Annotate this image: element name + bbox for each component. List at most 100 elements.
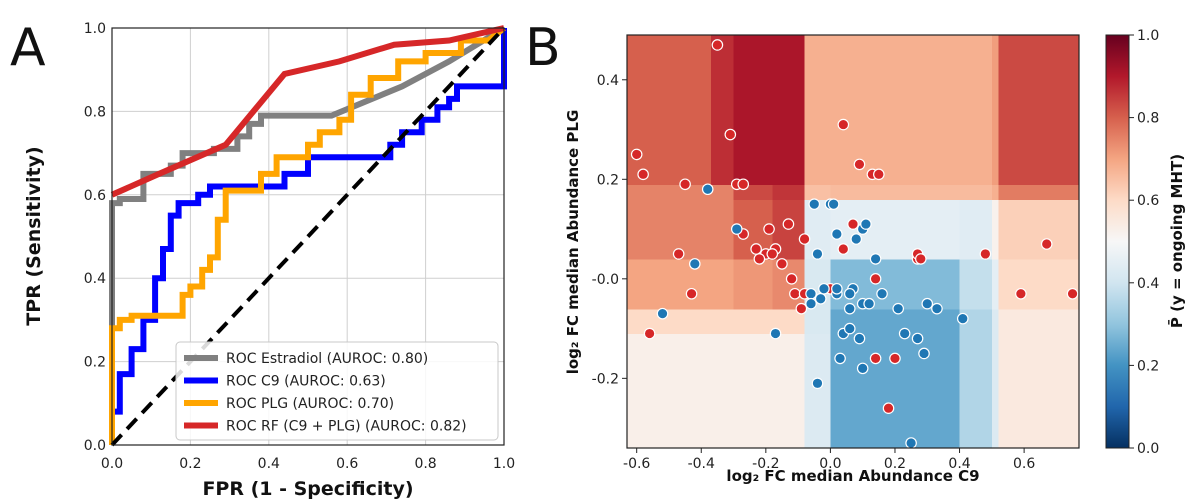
- heatmap-cell: [998, 35, 1080, 185]
- legend-entry-1: ROC C9 (AUROC: 0.63): [226, 374, 386, 390]
- panel-a-y-axis-label: TPR (Sensitivity): [23, 146, 45, 325]
- ongoing-point: [1015, 287, 1027, 300]
- heatmap-cell: [959, 258, 993, 310]
- roc-curve-1: [112, 28, 507, 415]
- ongoing-point: [979, 248, 992, 260]
- panel-a-roc-curves: [109, 25, 507, 447]
- ongoing-point: [785, 273, 798, 285]
- heatmap-cell: [998, 199, 1080, 260]
- other-point: [808, 198, 821, 210]
- other-point: [853, 332, 866, 345]
- heatmap-cell: [998, 333, 1080, 449]
- heatmap-cell: [772, 184, 806, 200]
- heatmap-cell: [998, 184, 1080, 200]
- legend-entry-0: ROC Estradiol (AUROC: 0.80): [226, 351, 428, 367]
- heatmap-cell: [991, 258, 999, 310]
- y-tick-label: 0.8: [84, 104, 106, 120]
- other-point: [850, 233, 863, 245]
- heatmap-cell: [959, 333, 993, 449]
- heatmap-cell: [772, 333, 806, 449]
- y-tick-label: 0.4: [597, 73, 619, 89]
- other-point: [834, 352, 846, 365]
- legend-entry-2: ROC PLG (AUROC: 0.70): [226, 396, 394, 412]
- panel-a-label: A: [10, 18, 46, 78]
- other-point: [911, 332, 924, 345]
- heatmap-cell: [733, 333, 773, 449]
- heatmap-cell: [710, 184, 735, 200]
- other-point: [843, 322, 856, 335]
- panel-b-frame: [626, 34, 1080, 449]
- ongoing-point: [750, 243, 762, 255]
- colorbar-tick-label: 0.2: [1137, 358, 1159, 374]
- heatmap-cell: [991, 333, 999, 449]
- ongoing-point: [630, 148, 643, 161]
- colorbar-tick-label: 0.0: [1137, 441, 1159, 457]
- legend-entry-3: ROC RF (C9 + PLG) (AUROC: 0.82): [226, 419, 467, 435]
- other-point: [843, 287, 856, 300]
- other-point: [892, 302, 904, 315]
- other-point: [931, 302, 943, 315]
- heatmap-cell: [830, 333, 961, 449]
- heatmap-cell: [733, 35, 773, 185]
- other-point: [956, 312, 969, 325]
- ongoing-point: [685, 287, 698, 300]
- heatmap-cell: [991, 308, 999, 335]
- x-tick-label: 0.0: [101, 456, 123, 472]
- ongoing-point: [763, 223, 775, 235]
- ongoing-point: [643, 327, 656, 340]
- legend-box: [175, 341, 499, 441]
- ongoing-point: [776, 258, 788, 270]
- heatmap-cell: [627, 184, 712, 200]
- heatmap-cell: [710, 199, 735, 260]
- ongoing-point: [873, 168, 885, 181]
- heatmap-cell: [830, 199, 961, 260]
- x-tick-label: 0.2: [179, 456, 201, 472]
- panel-b: B -0.6 -0.4 -0.2 0.0 0.2 0.4 0.6 0.4 0.2 -0.0 -0.2…: [525, 18, 1186, 485]
- other-point: [898, 327, 911, 340]
- ongoing-point: [914, 253, 927, 265]
- x-tick-label: 0.4: [258, 456, 280, 472]
- other-point: [869, 253, 882, 265]
- ongoing-point: [882, 402, 895, 414]
- other-point: [730, 223, 743, 235]
- x-tick-label: 0.6: [1013, 456, 1035, 472]
- other-point: [811, 248, 824, 260]
- heatmap-cell: [627, 199, 712, 260]
- x-tick-label: -0.4: [688, 456, 715, 472]
- panel-a-tick-labels: 0.0 0.2 0.4 0.6 0.8 1.0 0.0 0.2 0.4 0.6 0.8 1.0: [84, 21, 515, 472]
- ongoing-point: [789, 287, 801, 300]
- ongoing-point: [782, 218, 795, 230]
- ongoing-point: [1040, 238, 1053, 250]
- heatmap-cell: [627, 35, 712, 185]
- heatmap-cell: [959, 184, 993, 200]
- heatmap-cell: [804, 35, 831, 185]
- panel-a-x-axis-label: FPR (1 - Specificity): [202, 478, 413, 500]
- y-tick-label: 1.0: [84, 21, 106, 37]
- ongoing-point: [637, 168, 649, 181]
- other-point: [827, 198, 840, 210]
- x-tick-label: 0.4: [948, 456, 970, 472]
- other-point: [805, 287, 817, 300]
- other-point: [811, 377, 824, 390]
- ongoing-point: [837, 118, 850, 131]
- other-point: [688, 258, 701, 270]
- colorbar-tick-label: 0.4: [1137, 276, 1159, 292]
- ongoing-point: [737, 178, 750, 191]
- heatmap-cell: [998, 308, 1080, 335]
- other-point: [905, 437, 917, 449]
- y-tick-label: 0.4: [84, 271, 106, 287]
- other-point: [769, 327, 782, 340]
- colorbar-tick-label: 0.6: [1137, 193, 1159, 209]
- heatmap-cell: [772, 35, 806, 185]
- other-point: [805, 297, 817, 310]
- heatmap-cell: [830, 184, 961, 200]
- colorbar-label: P̄ (y = ongoing MHT): [1166, 154, 1186, 328]
- ongoing-point: [869, 273, 882, 285]
- heatmap-cell: [710, 333, 735, 449]
- heatmap-cell: [804, 184, 831, 200]
- y-tick-label: 0.2: [84, 355, 106, 371]
- y-tick-label: 0.0: [84, 438, 106, 454]
- heatmap-cell: [991, 35, 999, 185]
- heatmap-cell: [959, 35, 993, 185]
- y-tick-label: -0.0: [592, 272, 619, 288]
